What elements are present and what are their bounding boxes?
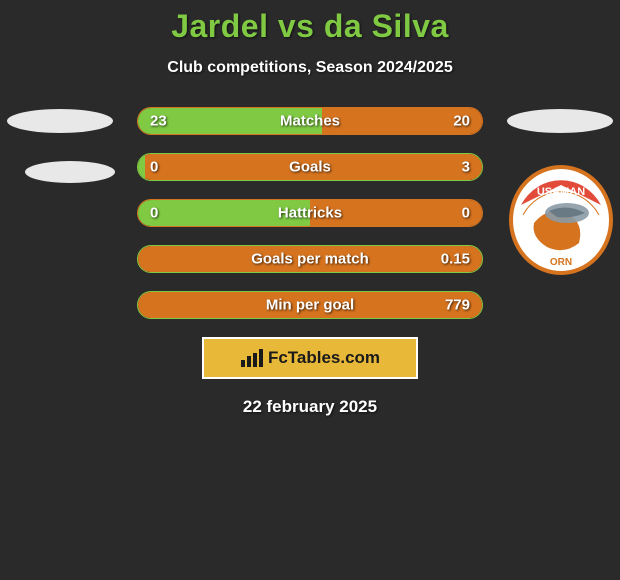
stat-value-right: 20 (453, 113, 470, 130)
brand-label: FcTables.com (268, 348, 380, 368)
stat-fill-right (138, 292, 482, 318)
comparison-card: Jardel vs da Silva Club competitions, Se… (0, 0, 620, 417)
stat-fill-right (145, 154, 482, 180)
stat-row: 0Goals3 (137, 153, 483, 181)
stat-value-right: 0 (462, 205, 470, 222)
page-title: Jardel vs da Silva (0, 8, 620, 45)
player-left-avatar-placeholder (7, 109, 113, 133)
stat-row: Goals per match0.15 (137, 245, 483, 273)
stats-area: USAMAN ORN 23Matches20 0Goals3 0Hattricks0… (0, 107, 620, 417)
stat-fill-left (138, 200, 310, 226)
snapshot-date: 22 february 2025 (0, 397, 620, 417)
stat-value-right: 0.15 (441, 251, 470, 268)
bar-chart-icon (240, 348, 264, 368)
stat-value-right: 779 (445, 297, 470, 314)
shield-icon: USAMAN ORN (509, 165, 613, 275)
stat-row: 23Matches20 (137, 107, 483, 135)
stat-value-right: 3 (462, 159, 470, 176)
stat-value-left: 0 (150, 205, 158, 222)
stat-fill-right (138, 246, 482, 272)
stat-bars: 23Matches20 0Goals3 0Hattricks0 Goals per m… (137, 107, 483, 319)
logo-text-bottom: ORN (550, 257, 572, 268)
club-left-badge-placeholder (25, 161, 115, 183)
stat-value-left: 23 (150, 113, 167, 130)
club-right-badge: USAMAN ORN (509, 165, 613, 275)
stat-row: Min per goal779 (137, 291, 483, 319)
stat-fill-right (310, 200, 482, 226)
logo-text-top: USAMAN (537, 186, 585, 198)
player-right-avatar-placeholder (507, 109, 613, 133)
season-subtitle: Club competitions, Season 2024/2025 (0, 59, 620, 77)
stat-fill-left (138, 154, 145, 180)
stat-value-left: 0 (150, 159, 158, 176)
stat-row: 0Hattricks0 (137, 199, 483, 227)
brand-box[interactable]: FcTables.com (202, 337, 418, 379)
